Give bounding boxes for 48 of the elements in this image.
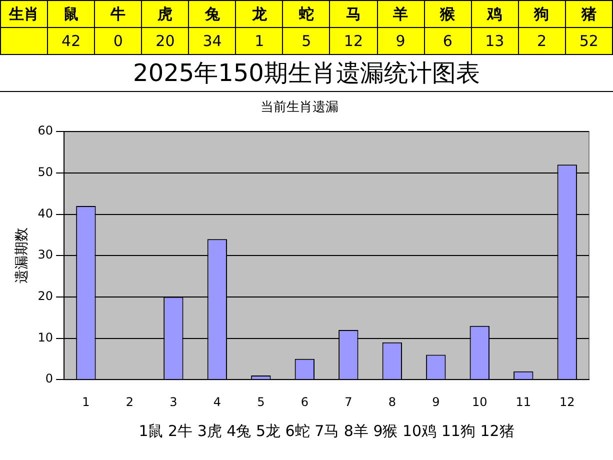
category-label: 猪 xyxy=(565,0,612,28)
category-label: 猴 xyxy=(424,0,472,28)
y-tick-label: 30 xyxy=(38,248,54,262)
data-label: 42 xyxy=(48,28,95,54)
category-label: 兔 xyxy=(188,0,236,28)
data-label: 5 xyxy=(282,28,330,54)
category-label: 狗 xyxy=(518,0,566,28)
x-tick-label: 6 xyxy=(300,394,308,409)
data-label: 52 xyxy=(565,28,612,54)
x-tick-label: 9 xyxy=(432,394,440,409)
category-label: 龙 xyxy=(236,0,283,28)
x-tick-label: 12 xyxy=(559,394,575,409)
x-tick-label: 7 xyxy=(344,394,352,409)
x-tick-label: 11 xyxy=(516,394,532,409)
y-tick-label: 60 xyxy=(38,124,54,138)
data-label: 12 xyxy=(330,28,377,54)
y-tick-label: 20 xyxy=(38,289,54,304)
category-label: 蛇 xyxy=(282,0,330,28)
y-axis-title: 遗漏期数 xyxy=(14,228,30,284)
category-label: 马 xyxy=(330,0,377,28)
data-label: 9 xyxy=(377,28,424,54)
x-tick-label: 3 xyxy=(170,394,178,409)
x-tick-label: 5 xyxy=(257,394,265,409)
text: 1鼠 2牛 3虎 4兔 5龙 6蛇 7马 8羊 9猴 10鸡 11狗 12猪 xyxy=(138,422,514,440)
text: 生肖 xyxy=(0,0,48,28)
data-label: 1 xyxy=(236,28,283,54)
category-label: 鸡 xyxy=(471,0,518,28)
data-label: 20 xyxy=(142,28,189,54)
category-label: 鼠 xyxy=(48,0,95,28)
data-label: 0 xyxy=(94,28,142,54)
y-tick-label: 50 xyxy=(38,165,54,180)
data-label: 13 xyxy=(471,28,518,54)
x-tick-label: 8 xyxy=(388,394,396,409)
x-tick-label: 4 xyxy=(213,394,221,409)
chart-subtitle: 当前生肖遗漏 xyxy=(260,100,338,116)
category-label: 虎 xyxy=(142,0,189,28)
y-tick-label: 40 xyxy=(38,206,54,220)
y-tick-label: 10 xyxy=(38,330,54,344)
chart-title: 2025年150期生肖遗漏统计图表 xyxy=(0,55,613,92)
x-tick-label: 10 xyxy=(472,394,488,409)
data-label: 2 xyxy=(518,28,566,54)
data-label: 6 xyxy=(424,28,472,54)
data-label: 34 xyxy=(188,28,236,54)
y-tick-label: 0 xyxy=(45,372,54,386)
x-tick-label: 1 xyxy=(82,394,90,409)
x-tick-label: 2 xyxy=(126,394,134,409)
category-label: 牛 xyxy=(94,0,142,28)
category-label: 羊 xyxy=(377,0,424,28)
